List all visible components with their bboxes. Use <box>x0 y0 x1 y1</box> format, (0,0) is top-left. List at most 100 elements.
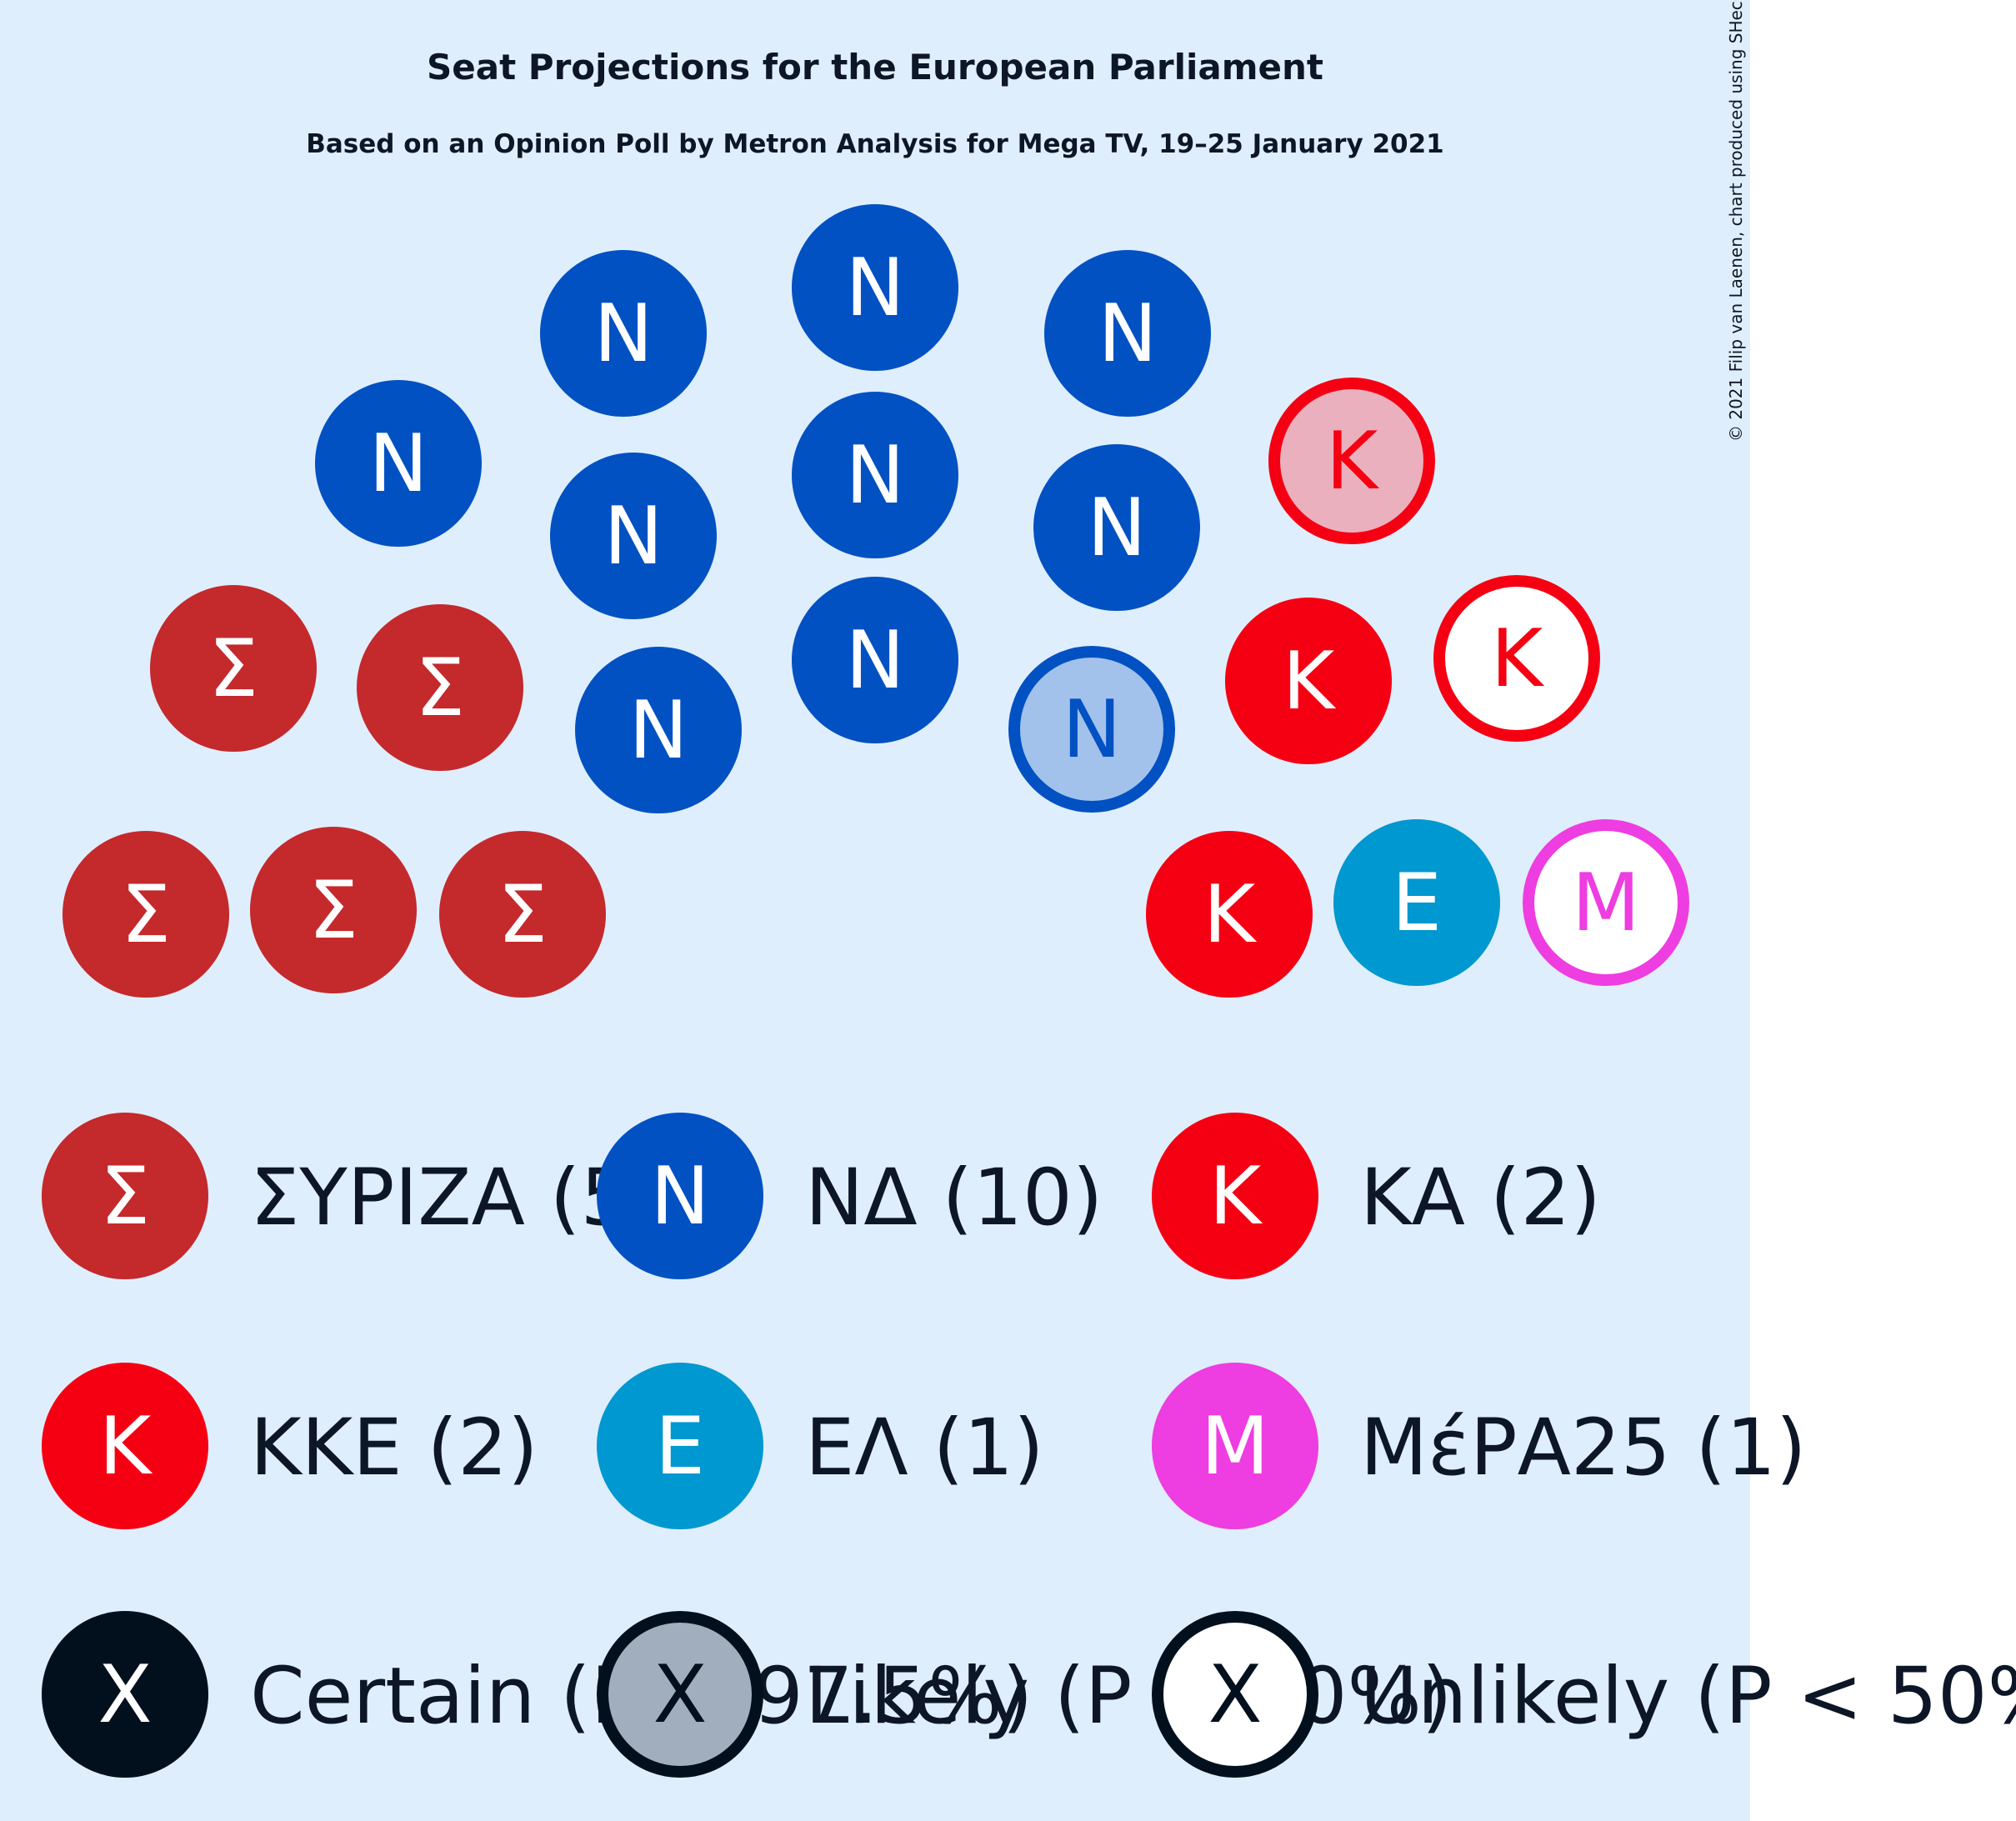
seat-ka-16-circle <box>1268 378 1435 544</box>
seat-ka-17-circle <box>1225 598 1392 764</box>
seat-nd-6-circle <box>315 380 482 547</box>
seat-nd-15-circle <box>1008 646 1175 813</box>
seat-syriza-4-circle <box>357 604 523 771</box>
legend-swatch-nd-letter: N <box>650 1151 709 1243</box>
legend-swatch-mera25-letter: M <box>1201 1401 1269 1493</box>
seat-nd-9-letter: N <box>593 288 653 380</box>
seat-syriza-4-letter: Σ <box>415 643 465 734</box>
legend-swatch-syriza: Σ <box>42 1113 208 1279</box>
status-item-likely: X Likely (P ≥ 50%) <box>597 1611 1453 1778</box>
legend-swatch-mera25: M <box>1152 1363 1318 1529</box>
status-swatch-unlikely-letter: X <box>1208 1649 1262 1741</box>
seat-nd-10-circle <box>792 577 958 743</box>
seat-nd-6: N <box>315 380 482 547</box>
seat-nd-8: N <box>575 647 742 813</box>
chart-subtitle: Based on an Opinion Poll by Metron Analy… <box>306 129 1444 159</box>
seat-kke-19-letter: K <box>1203 869 1258 961</box>
legend-item-ka: K ΚΑ (2) <box>1152 1113 1601 1279</box>
legend-item-nd: N ΝΔ (10) <box>597 1113 1103 1279</box>
seat-syriza-3-circle <box>150 585 317 752</box>
legend-swatch-mera25-circle <box>1152 1363 1318 1529</box>
seat-nd-13-letter: N <box>1098 288 1157 380</box>
seat-kke-19: K <box>1146 831 1313 998</box>
status-swatch-likely: X <box>597 1611 763 1778</box>
status-item-unlikely: X Unlikely (P < 50%) <box>1152 1611 2016 1778</box>
legend-swatch-nd-circle <box>597 1113 763 1279</box>
legend-swatch-ka: K <box>1152 1113 1318 1279</box>
seat-el-20: E <box>1333 819 1500 986</box>
seat-nd-13-circle <box>1044 250 1211 417</box>
seat-ka-16: K <box>1268 378 1435 544</box>
legend-label-nd: ΝΔ (10) <box>805 1153 1103 1243</box>
seat-el-20-circle <box>1333 819 1500 986</box>
status-swatch-unlikely-circle <box>1152 1611 1318 1778</box>
status-swatch-certain-circle <box>42 1611 208 1778</box>
seat-nd-6-letter: N <box>368 418 428 510</box>
seat-el-20-letter: E <box>1392 858 1442 949</box>
seat-nd-12: N <box>792 204 958 371</box>
seat-syriza-2-circle <box>250 827 417 993</box>
seat-nd-14-letter: N <box>1087 483 1146 574</box>
status-swatch-certain: X <box>42 1611 208 1778</box>
legend-swatch-ka-letter: K <box>1209 1151 1263 1243</box>
legend-swatch-syriza-circle <box>42 1113 208 1279</box>
legend-label-el: ΕΛ (1) <box>805 1403 1044 1493</box>
seat-syriza-2: Σ <box>250 827 417 993</box>
seat-syriza-3-letter: Σ <box>208 623 258 715</box>
status-swatch-likely-circle <box>597 1611 763 1778</box>
status-label-likely: Likely (P ≥ 50%) <box>805 1651 1453 1742</box>
party-legend: Σ ΣΥΡΙΖΑ (5)N ΝΔ (10) K ΚΑ (2) K ΚΚΕ (2) E ΕΛ (1… <box>42 1113 1807 1529</box>
seat-nd-13: N <box>1044 250 1211 417</box>
seat-nd-12-letter: N <box>845 243 904 334</box>
seat-nd-12-circle <box>792 204 958 371</box>
legend-swatch-nd: N <box>597 1113 763 1279</box>
legend-swatch-kke: K <box>42 1363 208 1529</box>
legend-swatch-el-letter: E <box>655 1401 705 1493</box>
legend-swatch-syriza-letter: Σ <box>100 1151 150 1243</box>
seat-nd-15-letter: N <box>1062 684 1121 776</box>
seat-nd-8-circle <box>575 647 742 813</box>
seat-nd-11-letter: N <box>845 430 904 522</box>
seat-nd-9: N <box>540 250 707 417</box>
seat-syriza-5: Σ <box>439 831 606 998</box>
seat-syriza-1-circle <box>63 831 229 998</box>
seat-syriza-2-letter: Σ <box>308 865 358 957</box>
seat-ka-17-letter: K <box>1283 636 1337 728</box>
legend-swatch-kke-circle <box>42 1363 208 1529</box>
seat-syriza-5-circle <box>439 831 606 998</box>
seat-syriza-3: Σ <box>150 585 317 752</box>
status-label-unlikely: Unlikely (P < 50%) <box>1360 1651 2016 1742</box>
legend-item-el: E ΕΛ (1) <box>597 1363 1044 1529</box>
seat-mera25-21: M <box>1523 819 1689 986</box>
copyright-note: © 2021 Filip van Laenen, chart produced … <box>1726 0 1746 442</box>
legend-label-mera25: ΜέΡΑ25 (1) <box>1360 1403 1807 1493</box>
status-swatch-likely-letter: X <box>653 1649 707 1741</box>
legend-swatch-kke-letter: K <box>99 1401 153 1493</box>
seat-nd-11-circle <box>792 392 958 558</box>
legend-item-kke: K ΚΚΕ (2) <box>42 1363 538 1529</box>
seat-mera25-21-letter: M <box>1572 858 1640 949</box>
seat-ka-18-circle <box>1433 575 1600 742</box>
seat-ka-17: K <box>1225 598 1392 764</box>
seat-nd-9-circle <box>540 250 707 417</box>
seat-nd-7: N <box>550 453 717 619</box>
legend-label-syriza: ΣΥΡΙΖΑ (5) <box>250 1153 661 1243</box>
status-swatch-unlikely: X <box>1152 1611 1318 1778</box>
seat-syriza-1-letter: Σ <box>121 869 171 961</box>
seat-nd-10-letter: N <box>845 615 904 707</box>
seat-nd-7-letter: N <box>603 491 663 583</box>
seat-nd-15: N <box>1008 646 1175 813</box>
legend-swatch-ka-circle <box>1152 1113 1318 1279</box>
seat-nd-11: N <box>792 392 958 558</box>
seat-mera25-21-circle <box>1523 819 1689 986</box>
chart-title: Seat Projections for the European Parlia… <box>427 47 1323 88</box>
seat-syriza-4: Σ <box>357 604 523 771</box>
status-swatch-certain-letter: X <box>98 1649 152 1741</box>
legend-label-kke: ΚΚΕ (2) <box>250 1403 538 1493</box>
seat-nd-10: N <box>792 577 958 743</box>
seat-ka-16-letter: K <box>1326 416 1380 508</box>
legend-item-syriza: Σ ΣΥΡΙΖΑ (5) <box>42 1113 661 1279</box>
legend-label-ka: ΚΑ (2) <box>1360 1153 1601 1243</box>
